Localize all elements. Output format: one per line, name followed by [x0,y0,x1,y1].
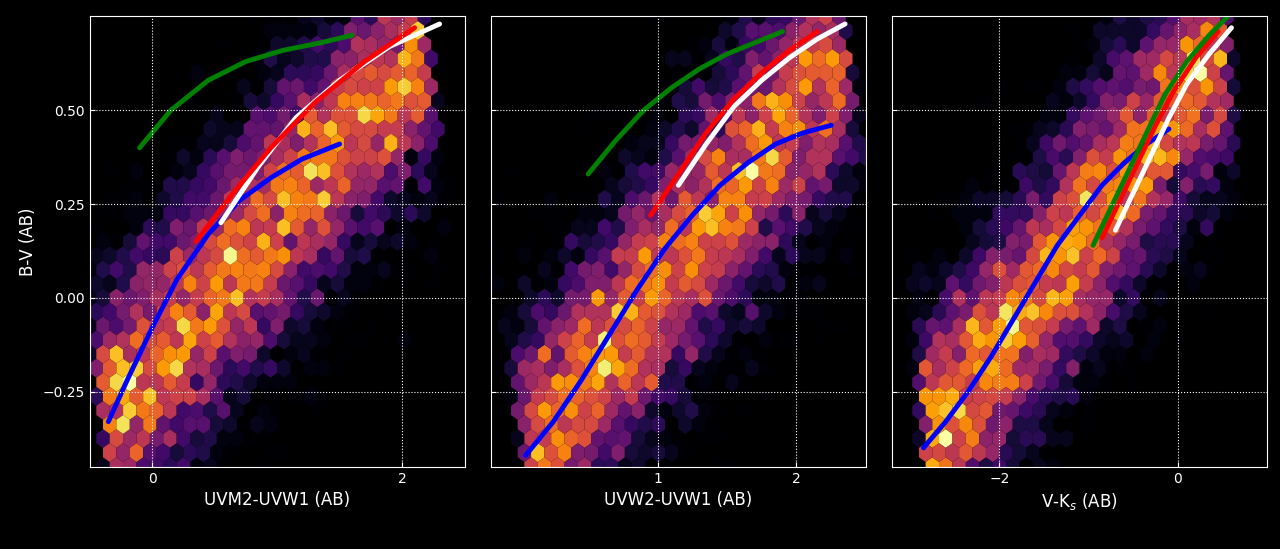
X-axis label: UVM2-UVW1 (AB): UVM2-UVW1 (AB) [204,491,351,509]
X-axis label: V-K$_s$ (AB): V-K$_s$ (AB) [1042,491,1117,512]
X-axis label: UVW2-UVW1 (AB): UVW2-UVW1 (AB) [604,491,753,509]
Y-axis label: B-V (AB): B-V (AB) [19,208,37,276]
